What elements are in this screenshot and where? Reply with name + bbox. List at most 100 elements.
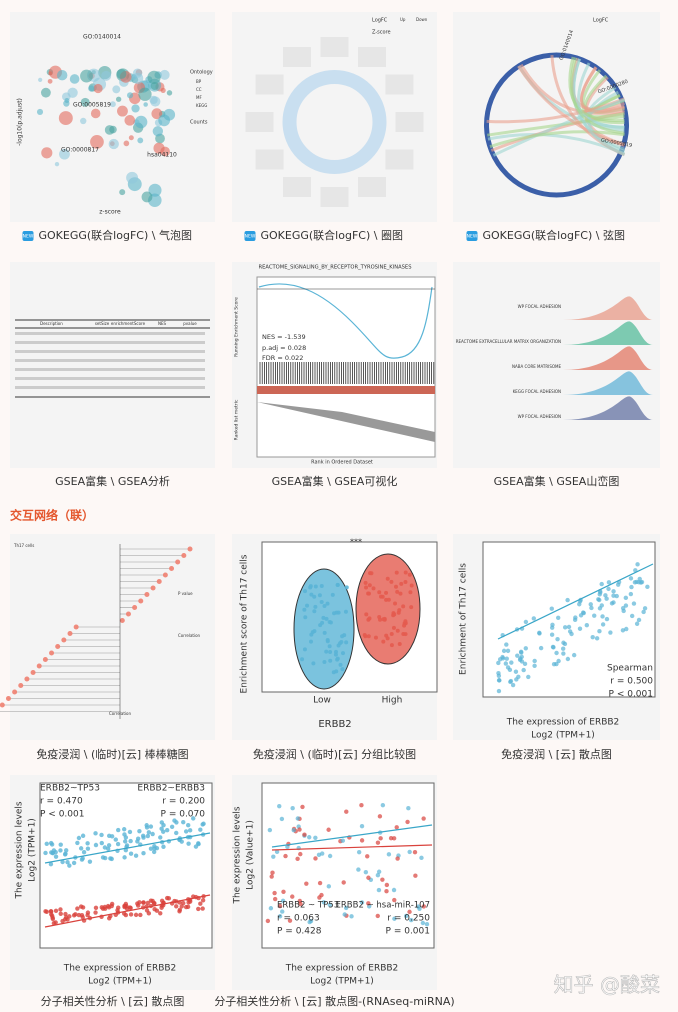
decor-dot [48, 909, 54, 914]
decor-dot [309, 592, 314, 597]
decor-dot [504, 656, 509, 661]
decor-dot [141, 191, 153, 203]
decor-dot [87, 859, 93, 864]
decor-dot [187, 546, 193, 552]
thumbnail-text: setSize [95, 321, 110, 326]
decor-dot [375, 840, 381, 845]
decor-dot [81, 850, 87, 855]
thumbnail-text: r = 0.200 [162, 797, 205, 807]
decor-dot [63, 848, 69, 853]
decor-dot [366, 875, 371, 880]
decor-dot [403, 580, 408, 585]
decor-dot [76, 835, 82, 841]
decor-dot [359, 838, 365, 843]
decor-dot [389, 579, 394, 584]
caption: 免疫浸润 \ [云] 散点图 [501, 747, 612, 761]
decor-ridge [563, 321, 653, 345]
decor-dot [69, 74, 80, 84]
decor-dot [80, 915, 85, 920]
decor-dot [365, 854, 370, 859]
decor-dot [375, 913, 380, 919]
thumbnail-text: Counts [190, 120, 208, 126]
chart-thumbnail: The expression levels Log2 (Value+1) ERBB2… [233, 782, 435, 987]
decor-dot [109, 101, 116, 108]
decor-dot [291, 828, 296, 833]
decor-dot [61, 637, 67, 643]
decor-dot [344, 809, 349, 814]
decor-dot [93, 842, 99, 848]
decor-dot [290, 894, 295, 899]
decor-dot [584, 622, 590, 628]
decor-dot [376, 869, 382, 874]
decor-dot [115, 841, 121, 847]
thumbnail-text: GO:0005819 [73, 102, 111, 109]
decor-dot [137, 828, 142, 834]
decor-dot [324, 616, 329, 621]
decor-dot [128, 912, 134, 917]
decor-dot [369, 571, 374, 576]
decor-dot [636, 617, 642, 623]
decor-dot [606, 580, 612, 585]
decor-dot [181, 553, 187, 558]
decor-dot [196, 906, 201, 912]
decor-dot [556, 615, 561, 620]
thumbnail-text: Log2 (TPM+1) [310, 977, 374, 987]
decor-dot [343, 905, 349, 911]
new-badge-text: NEW [467, 234, 478, 240]
decor-ring [282, 70, 387, 174]
new-badge [466, 231, 478, 241]
decor-dot [628, 576, 634, 581]
decor-dot [51, 921, 57, 926]
decor-violin [355, 553, 421, 665]
decor-dot [177, 909, 182, 914]
decor-dot [363, 869, 369, 875]
decor-dot [384, 882, 390, 888]
decor-dot [577, 626, 583, 631]
decor-row [15, 368, 205, 371]
decor-dot [102, 845, 108, 850]
decor-dot [122, 839, 128, 844]
decor-dot [169, 824, 175, 829]
thumbnail-text: LogFC [593, 18, 609, 24]
decor-dot [330, 592, 335, 597]
decor-dot [131, 104, 140, 113]
decor-dot [403, 913, 409, 919]
decor-dot [629, 584, 634, 590]
caption: 免疫浸润 \ (临时)[云] 棒棒糖图 [36, 747, 188, 761]
decor-dot [326, 884, 332, 889]
thumbnail-text: Up [400, 17, 406, 22]
chart-thumbnail: Enrichment of Th17 cells The expression o… [459, 541, 656, 741]
decor-dot [596, 597, 601, 602]
decor-dot [378, 617, 383, 622]
decor-dot [151, 108, 163, 120]
decor-dot [316, 852, 322, 858]
tile-background [10, 12, 215, 222]
decor-dot [328, 650, 333, 655]
decor-dot [572, 617, 578, 623]
decor-row [15, 350, 205, 353]
decor-dot [592, 613, 597, 618]
decor-dot [272, 896, 278, 902]
decor-dot [44, 841, 49, 846]
decor-dot [500, 654, 505, 660]
decor-dot [397, 608, 402, 613]
thumbnail-text: Log2 (TPM+1) [88, 977, 152, 987]
decor-dot [305, 603, 310, 608]
decor-dot [277, 803, 282, 809]
decor-dot [340, 634, 345, 639]
decor-dot [127, 905, 133, 910]
decor-dot [313, 856, 318, 861]
decor-dot [200, 898, 206, 903]
decor-dot [386, 597, 391, 602]
decor-dot [395, 628, 400, 633]
decor-dot [629, 613, 635, 619]
decor-dot [406, 806, 411, 811]
thumbnail-text: p.adj = 0.028 [262, 344, 306, 352]
decor-dot [538, 645, 544, 651]
decor-dot [154, 846, 160, 851]
thumbnail-text: REACTOME_SIGNALING_BY_RECEPTOR_TYROSINE_… [259, 265, 412, 271]
decor-dot [290, 806, 295, 811]
decor-dot [116, 68, 127, 79]
thumbnail-text: LogFC [372, 18, 388, 24]
decor-dot [161, 844, 166, 849]
